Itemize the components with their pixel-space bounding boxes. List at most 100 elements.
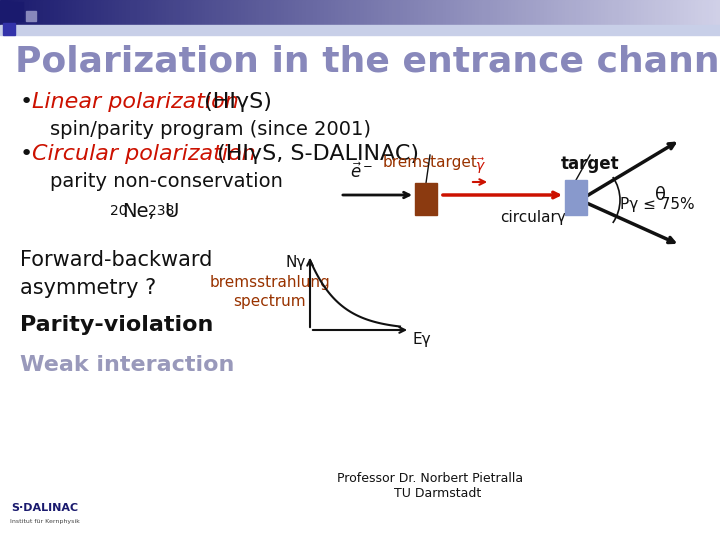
Bar	[241, 0, 246, 25]
Bar	[716, 0, 720, 25]
Bar	[349, 0, 354, 25]
Bar	[418, 0, 422, 25]
Bar	[356, 0, 361, 25]
Bar	[97, 0, 102, 25]
Text: Parity-violation: Parity-violation	[20, 315, 213, 335]
Bar	[457, 0, 462, 25]
Bar	[486, 0, 490, 25]
Bar	[511, 0, 516, 25]
Bar	[245, 0, 249, 25]
Bar	[472, 0, 476, 25]
Bar	[274, 0, 278, 25]
Bar	[151, 0, 156, 25]
Bar	[346, 0, 350, 25]
Bar	[392, 0, 397, 25]
Bar	[288, 0, 292, 25]
Bar	[324, 0, 328, 25]
Text: •: •	[20, 92, 33, 112]
Bar	[371, 0, 375, 25]
Text: Weak interaction: Weak interaction	[20, 355, 235, 375]
Text: circularγ: circularγ	[500, 210, 566, 225]
Bar	[76, 0, 80, 25]
Bar	[569, 0, 573, 25]
Bar	[220, 0, 224, 25]
Text: target: target	[561, 155, 619, 173]
Bar	[572, 0, 577, 25]
Bar	[382, 0, 386, 25]
Bar	[378, 0, 382, 25]
Bar	[234, 0, 238, 25]
Bar	[698, 0, 703, 25]
Bar	[36, 0, 40, 25]
Bar	[184, 0, 188, 25]
Text: Professor Dr. Norbert Pietralla
    TU Darmstadt: Professor Dr. Norbert Pietralla TU Darms…	[337, 472, 523, 500]
Bar	[299, 0, 303, 25]
Bar	[655, 0, 660, 25]
Text: spin/parity program (since 2001): spin/parity program (since 2001)	[50, 120, 371, 139]
Bar	[583, 0, 588, 25]
Bar	[475, 0, 480, 25]
Bar	[158, 0, 163, 25]
Bar	[425, 0, 429, 25]
Bar	[540, 0, 544, 25]
Bar	[385, 0, 390, 25]
Bar	[43, 0, 48, 25]
Bar	[328, 0, 332, 25]
Text: Circular polarization: Circular polarization	[32, 144, 256, 164]
Bar	[688, 0, 692, 25]
Bar	[101, 0, 105, 25]
Bar	[580, 0, 584, 25]
Bar	[47, 0, 51, 25]
Bar	[68, 0, 73, 25]
Bar	[360, 0, 364, 25]
Bar	[428, 0, 433, 25]
Bar	[187, 0, 192, 25]
Bar	[65, 0, 69, 25]
Bar	[302, 0, 307, 25]
Bar	[508, 0, 512, 25]
Bar	[263, 0, 267, 25]
Bar	[230, 0, 235, 25]
Bar	[680, 0, 685, 25]
Bar	[400, 0, 404, 25]
Bar	[137, 0, 141, 25]
Bar	[464, 0, 469, 25]
Text: Institut für Kernphysik: Institut für Kernphysik	[10, 519, 80, 524]
Bar	[533, 0, 537, 25]
Bar	[706, 0, 710, 25]
Bar	[659, 0, 663, 25]
Bar	[407, 0, 411, 25]
Text: Pγ ≤ 75%: Pγ ≤ 75%	[620, 198, 695, 213]
Bar	[497, 0, 501, 25]
Bar	[166, 0, 170, 25]
Bar	[306, 0, 310, 25]
Bar	[670, 0, 674, 25]
Bar	[410, 0, 415, 25]
Bar	[202, 0, 206, 25]
Text: bremstarget: bremstarget	[382, 155, 477, 170]
Bar	[3, 2, 23, 21]
Bar	[79, 0, 84, 25]
Bar	[450, 0, 454, 25]
Bar	[551, 0, 555, 25]
Bar	[108, 0, 112, 25]
Bar	[396, 0, 400, 25]
Bar	[652, 0, 656, 25]
Bar	[11, 0, 15, 25]
Bar	[86, 0, 91, 25]
Bar	[536, 0, 541, 25]
Bar	[619, 0, 624, 25]
Bar	[277, 0, 282, 25]
Text: bremsstrahlung
spectrum: bremsstrahlung spectrum	[210, 275, 330, 308]
Bar	[374, 0, 379, 25]
Bar	[4, 0, 8, 25]
Bar	[587, 0, 591, 25]
Bar	[270, 0, 274, 25]
Bar	[518, 0, 523, 25]
Bar	[209, 0, 213, 25]
Bar	[421, 0, 426, 25]
Bar	[313, 0, 318, 25]
Bar	[461, 0, 465, 25]
Bar	[367, 0, 372, 25]
Text: $\vec{e}^-$: $\vec{e}^-$	[350, 163, 373, 182]
